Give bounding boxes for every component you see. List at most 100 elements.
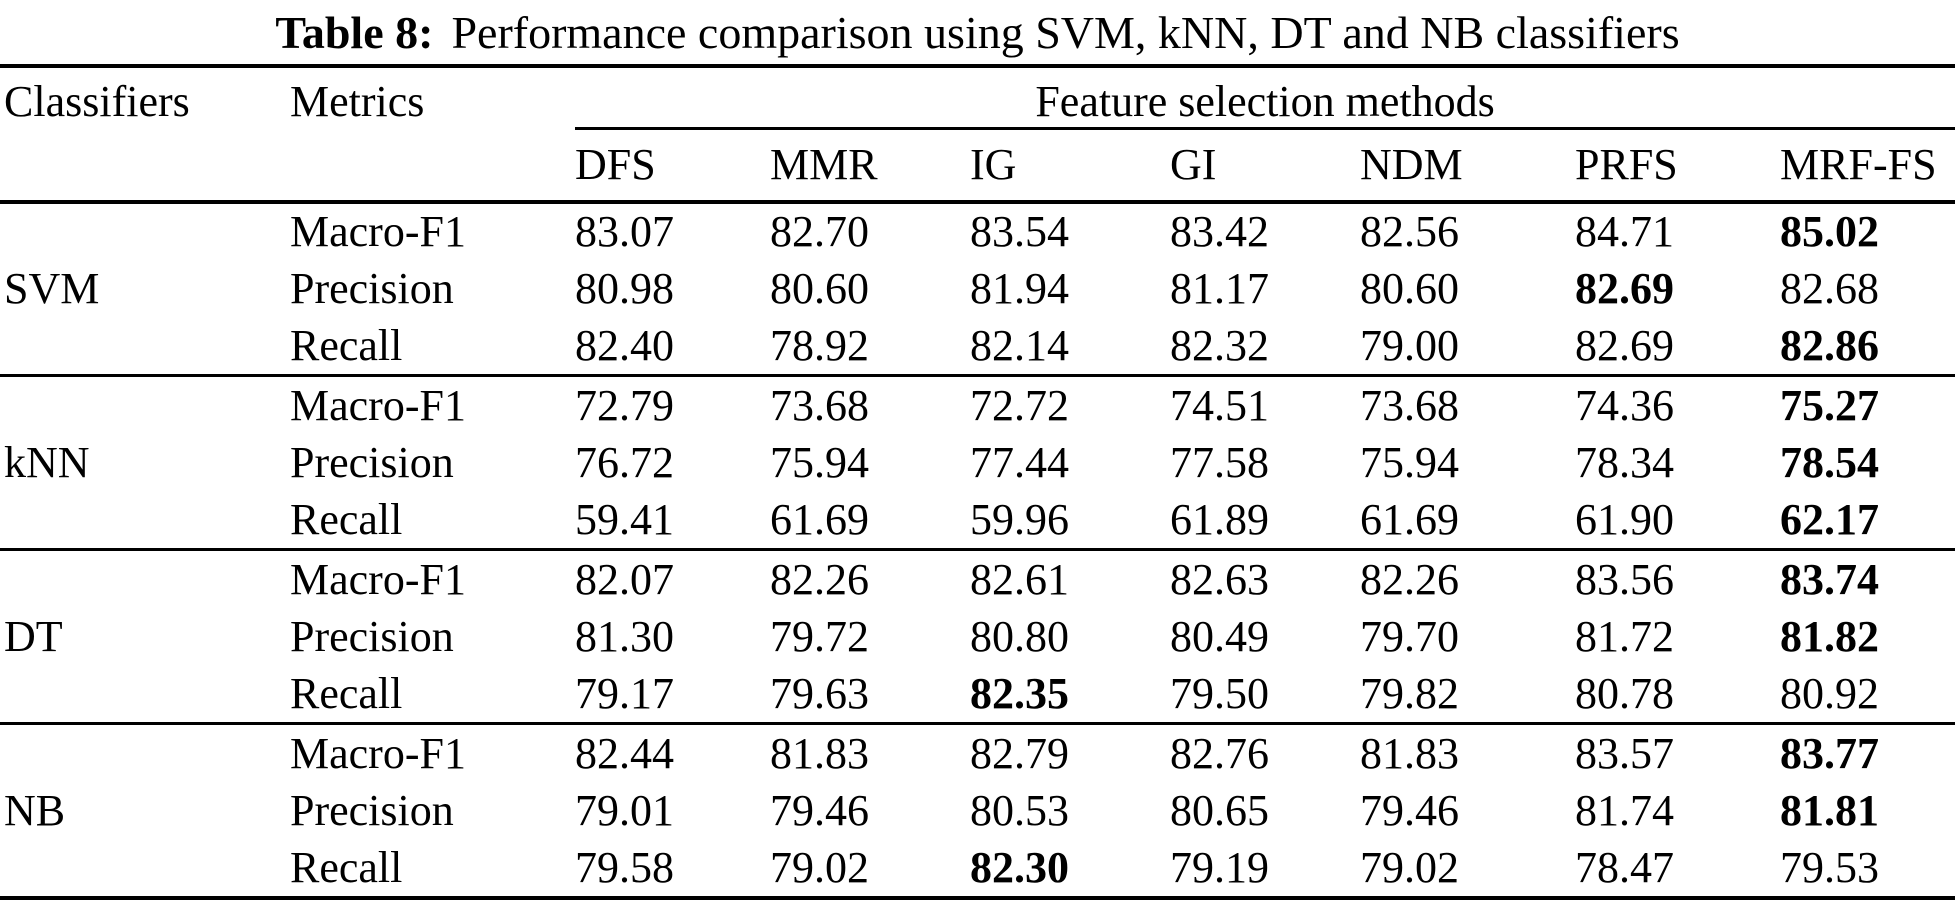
col-header-metrics: Metrics <box>290 77 425 126</box>
value-cell: 82.76 <box>1170 728 1269 778</box>
value-cell: 82.69 <box>1575 264 1674 313</box>
value-cell: 80.78 <box>1575 669 1674 719</box>
method-header-ndm: NDM <box>1360 140 1463 190</box>
value-cell: 74.51 <box>1170 380 1269 430</box>
value-cell: 83.54 <box>970 207 1069 256</box>
value-cell: 82.70 <box>770 207 869 256</box>
value-cell: 79.01 <box>575 786 674 835</box>
value-cell: 80.60 <box>1360 264 1459 313</box>
value-cell: 79.72 <box>770 612 869 661</box>
value-cell: 78.92 <box>770 321 869 371</box>
metric-label: Precision <box>290 612 454 661</box>
value-cell: 80.60 <box>770 264 869 313</box>
table-caption: Table 8: Performance comparison using SV… <box>0 0 1955 64</box>
value-cell: 82.69 <box>1575 321 1674 371</box>
value-cell: 79.00 <box>1360 321 1459 371</box>
value-cell: 80.98 <box>575 264 674 313</box>
classifier-group-nb: NB Macro-F1 82.44 81.83 82.79 82.76 81.83 83.57… <box>0 724 1955 898</box>
metric-label: Precision <box>290 786 454 835</box>
value-cell: 81.17 <box>1170 264 1269 313</box>
value-cell: 82.26 <box>770 554 869 604</box>
metric-label: Macro-F1 <box>290 554 466 604</box>
value-cell: 61.90 <box>1575 495 1674 545</box>
metric-label: Precision <box>290 438 454 487</box>
value-cell: 82.40 <box>575 321 674 371</box>
value-cell: 79.46 <box>1360 786 1459 835</box>
classifier-label: DT <box>4 612 63 661</box>
value-cell: 77.58 <box>1170 438 1269 487</box>
value-cell: 75.94 <box>770 438 869 487</box>
table-row: kNN Macro-F1 72.79 73.68 72.72 74.51 73.68 74.3… <box>0 376 1955 487</box>
table-row: Precision 81.30 79.72 80.80 80.49 79.70 81.72 8… <box>0 608 1955 666</box>
table-header: Classifiers Metrics Feature selection me… <box>0 66 1955 202</box>
metric-label: Macro-F1 <box>290 207 466 256</box>
value-cell: 79.02 <box>770 843 869 892</box>
classifier-label: kNN <box>4 438 90 487</box>
classifier-group-dt: DT Macro-F1 82.07 82.26 82.61 82.63 82.26 83.56… <box>0 550 1955 724</box>
performance-table: Classifiers Metrics Feature selection me… <box>0 64 1955 900</box>
value-cell: 82.44 <box>575 728 674 778</box>
value-cell: 82.63 <box>1170 554 1269 604</box>
value-cell: 79.46 <box>770 786 869 835</box>
value-cell: 78.47 <box>1575 843 1674 892</box>
table-caption-label: Table 8: <box>275 6 434 58</box>
value-cell: 82.56 <box>1360 207 1459 256</box>
value-cell: 81.83 <box>770 728 869 778</box>
value-cell: 85.02 <box>1780 207 1879 256</box>
value-cell: 80.53 <box>970 786 1069 835</box>
value-cell: 82.61 <box>970 554 1069 604</box>
metric-label: Recall <box>290 843 403 892</box>
table-row: Recall 79.58 79.02 82.30 79.19 79.02 78.47 79.5… <box>0 840 1955 898</box>
metric-label: Recall <box>290 321 403 371</box>
value-cell: 72.72 <box>970 380 1069 430</box>
value-cell: 77.44 <box>970 438 1069 487</box>
value-cell: 82.79 <box>970 728 1069 778</box>
value-cell: 79.17 <box>575 669 674 719</box>
value-cell: 61.89 <box>1170 495 1269 545</box>
value-cell: 82.14 <box>970 321 1069 371</box>
value-cell: 79.53 <box>1780 843 1879 892</box>
value-cell: 82.30 <box>970 843 1069 892</box>
table-caption-text: Performance comparison using SVM, kNN, D… <box>451 6 1680 58</box>
value-cell: 82.07 <box>575 554 674 604</box>
value-cell: 83.77 <box>1780 728 1879 778</box>
col-header-feature-selection-methods: Feature selection methods <box>575 66 1955 130</box>
value-cell: 81.74 <box>1575 786 1674 835</box>
value-cell: 81.94 <box>970 264 1069 313</box>
value-cell: 75.27 <box>1780 380 1879 430</box>
value-cell: 81.30 <box>575 612 674 661</box>
metric-label: Macro-F1 <box>290 728 466 778</box>
table-row: Recall 82.40 78.92 82.14 82.32 79.00 82.69 82.8… <box>0 318 1955 376</box>
value-cell: 82.86 <box>1780 321 1879 371</box>
classifier-label: SVM <box>4 264 100 314</box>
value-cell: 78.34 <box>1575 438 1674 487</box>
method-header-mrf-fs: MRF-FS <box>1780 140 1937 190</box>
method-header-mmr: MMR <box>770 140 878 190</box>
value-cell: 82.35 <box>970 669 1069 719</box>
metric-label: Recall <box>290 495 403 545</box>
value-cell: 80.49 <box>1170 612 1269 661</box>
table-row: Precision 79.01 79.46 80.53 80.65 79.46 81.74 8… <box>0 782 1955 840</box>
value-cell: 75.94 <box>1360 438 1459 487</box>
table-row: Precision 76.72 75.94 77.44 77.58 75.94 78.34 7… <box>0 434 1955 492</box>
value-cell: 84.71 <box>1575 207 1674 256</box>
value-cell: 82.32 <box>1170 321 1269 371</box>
classifier-group-svm: SVM Macro-F1 83.07 82.70 83.54 83.42 82.56 84.7… <box>0 202 1955 376</box>
value-cell: 59.96 <box>970 495 1069 545</box>
value-cell: 61.69 <box>1360 495 1459 545</box>
value-cell: 82.68 <box>1780 264 1879 313</box>
value-cell: 76.72 <box>575 438 674 487</box>
value-cell: 80.80 <box>970 612 1069 661</box>
value-cell: 79.19 <box>1170 843 1269 892</box>
table-row: NB Macro-F1 82.44 81.83 82.79 82.76 81.83 83.57… <box>0 724 1955 835</box>
method-header-ig: IG <box>970 140 1017 190</box>
value-cell: 83.07 <box>575 207 674 256</box>
value-cell: 81.82 <box>1780 612 1879 661</box>
table-row: DT Macro-F1 82.07 82.26 82.61 82.63 82.26 83.56… <box>0 550 1955 661</box>
value-cell: 73.68 <box>1360 380 1459 430</box>
value-cell: 79.63 <box>770 669 869 719</box>
value-cell: 83.74 <box>1780 554 1879 604</box>
method-header-gi: GI <box>1170 140 1217 190</box>
value-cell: 79.70 <box>1360 612 1459 661</box>
value-cell: 78.54 <box>1780 438 1879 487</box>
